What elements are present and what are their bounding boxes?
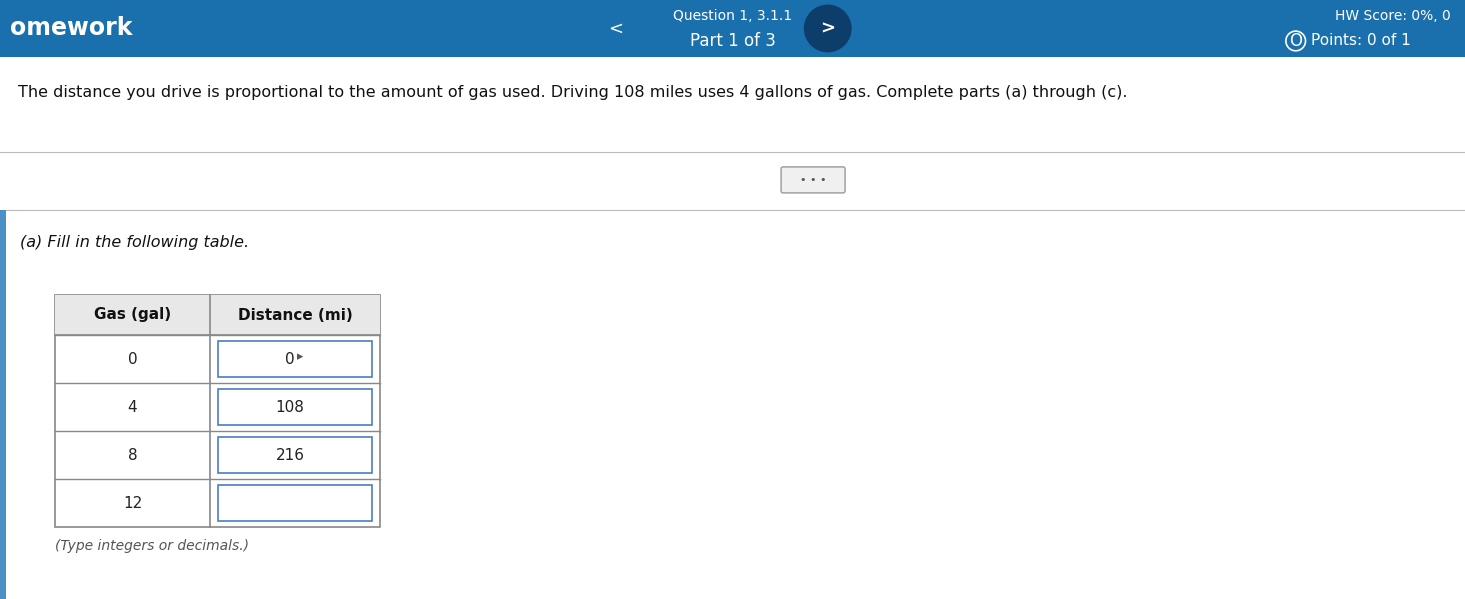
Text: (Type integers or decimals.): (Type integers or decimals.)	[56, 539, 249, 553]
Text: 4: 4	[127, 400, 138, 415]
Text: 216: 216	[275, 447, 305, 462]
Text: 0: 0	[286, 352, 294, 367]
Text: The distance you drive is proportional to the amount of gas used. Driving 108 mi: The distance you drive is proportional t…	[18, 85, 1128, 100]
Text: 8: 8	[127, 447, 138, 462]
Text: • • •: • • •	[800, 175, 826, 185]
Text: ▸: ▸	[297, 350, 303, 364]
Text: Points: 0 of 1: Points: 0 of 1	[1311, 34, 1411, 49]
Bar	[218, 485, 372, 521]
Text: HW Score: 0%, 0: HW Score: 0%, 0	[1335, 9, 1450, 23]
Text: (a) Fill in the following table.: (a) Fill in the following table.	[21, 235, 249, 250]
Bar	[56, 295, 379, 527]
Circle shape	[804, 5, 851, 52]
Bar	[0, 210, 6, 599]
Text: 108: 108	[275, 400, 305, 415]
Text: omework: omework	[10, 16, 132, 41]
Bar	[0, 0, 1465, 57]
Text: Question 1, 3.1.1: Question 1, 3.1.1	[672, 9, 793, 23]
Text: 12: 12	[123, 495, 142, 510]
Text: Distance (mi): Distance (mi)	[237, 307, 353, 322]
Text: >: >	[820, 19, 835, 38]
Text: <: <	[608, 19, 623, 38]
Bar	[218, 389, 372, 425]
Bar	[218, 341, 372, 377]
Bar	[56, 295, 379, 335]
Text: Gas (gal): Gas (gal)	[94, 307, 171, 322]
Bar	[218, 437, 372, 473]
Text: Part 1 of 3: Part 1 of 3	[690, 32, 775, 50]
Text: 0: 0	[127, 352, 138, 367]
Text: O: O	[1289, 32, 1302, 50]
FancyBboxPatch shape	[781, 167, 845, 193]
